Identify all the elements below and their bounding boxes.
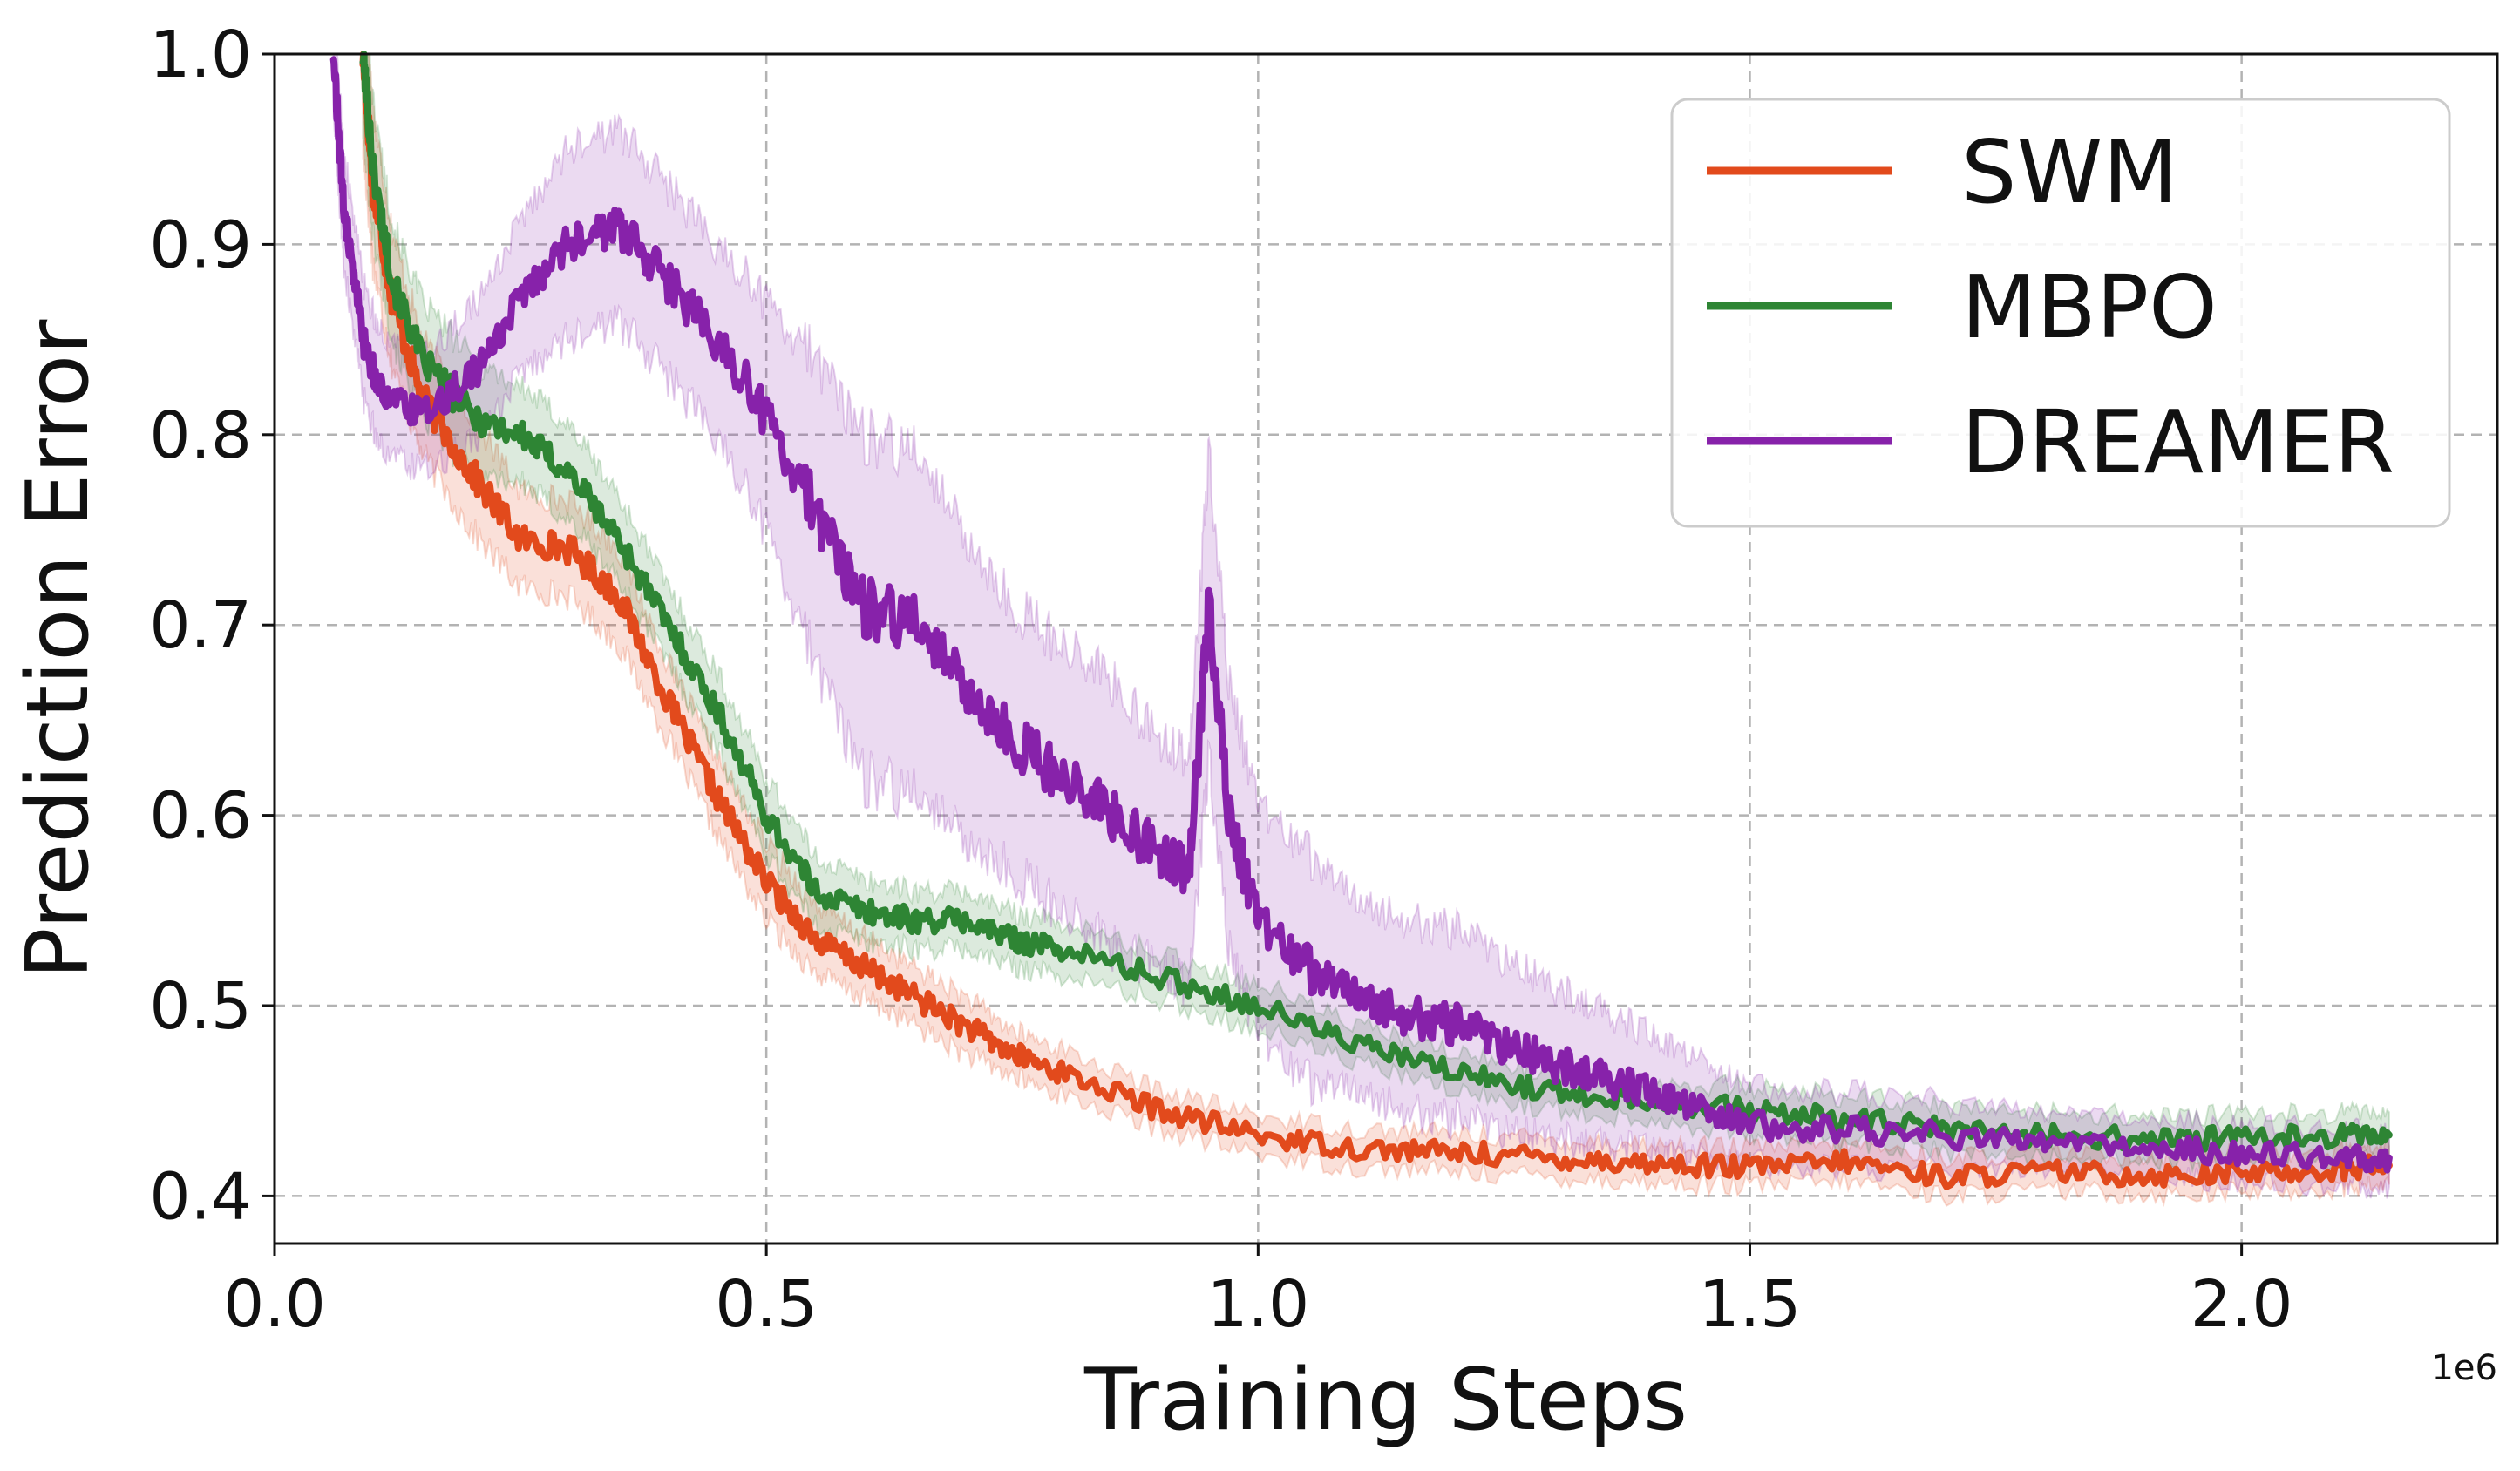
- series-line-dreamer: [329, 56, 2393, 1174]
- y-tick-label-2: 0.6: [149, 779, 252, 854]
- y-tick-label-5: 0.9: [149, 207, 252, 282]
- y-tick-label-3: 0.7: [149, 588, 252, 663]
- legend-label-dreamer: DREAMER: [1961, 391, 2394, 493]
- legend-label-swm: SWM: [1961, 121, 2178, 223]
- band-swm: [362, 53, 2390, 1208]
- legend-box: [1670, 98, 2451, 528]
- band-dreamer: [332, 53, 2390, 1199]
- x-tick-label-1: 0.5: [715, 1267, 818, 1342]
- x-tick-label-3: 1.5: [1699, 1267, 1802, 1342]
- series-line-swm: [359, 51, 2393, 1190]
- x-tick-label-2: 1.0: [1206, 1267, 1309, 1342]
- series-line-mbpo: [359, 51, 2393, 1153]
- x-tick-label-0: 0.0: [223, 1267, 326, 1342]
- y-tick-label-6: 1.0: [149, 17, 252, 92]
- series-lines: [329, 51, 2393, 1190]
- x-axis-offset-label: 1e6: [2431, 1348, 2497, 1388]
- y-tick-label-4: 0.8: [149, 398, 252, 473]
- y-tick-label-1: 0.5: [149, 969, 252, 1044]
- plot-frame: [273, 52, 2499, 1245]
- x-axis: 0.0 0.5 1.0 1.5 2.0: [223, 1244, 2292, 1342]
- y-axis: 0.4 0.5 0.6 0.7 0.8 0.9 1.0: [149, 17, 275, 1234]
- x-tick-label-4: 2.0: [2191, 1267, 2293, 1342]
- x-axis-title: Training Steps: [1083, 1351, 1688, 1450]
- legend: SWM MBPO DREAMER: [1670, 98, 2451, 528]
- y-axis-title: Prediction Error: [9, 319, 108, 980]
- y-tick-label-0: 0.4: [149, 1159, 252, 1234]
- legend-label-mbpo: MBPO: [1961, 256, 2218, 358]
